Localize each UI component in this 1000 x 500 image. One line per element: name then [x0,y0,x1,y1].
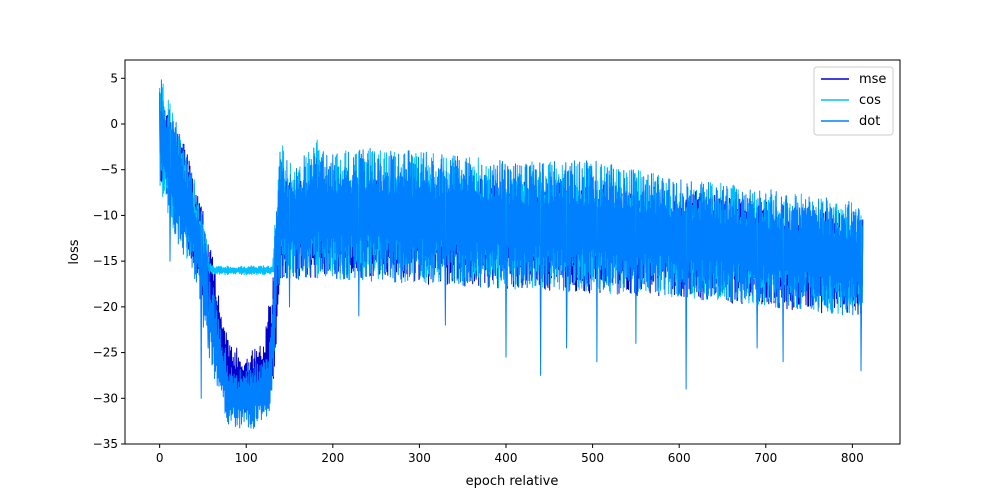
x-tick-label: 500 [581,451,604,465]
y-tick-label: −20 [93,300,118,314]
x-tick-label: 400 [495,451,518,465]
y-tick-label: −10 [93,208,118,222]
legend: mse cos dot [813,66,894,136]
x-axis-ticks: 0 100 200 300 400 500 600 700 800 [156,444,864,465]
x-tick-label: 700 [754,451,777,465]
x-tick-label: 600 [668,451,691,465]
series-line-dot [159,79,864,429]
y-tick-label: −5 [100,163,118,177]
y-tick-label: −15 [93,254,118,268]
y-tick-label: −35 [93,437,118,451]
legend-box [813,66,894,136]
legend-label-dot: dot [859,114,880,129]
x-tick-label: 100 [235,451,258,465]
x-tick-label: 300 [408,451,431,465]
plot-frame [124,59,901,445]
y-tick-label: 0 [110,117,118,131]
x-axis-label: epoch relative [466,474,559,489]
x-tick-label: 0 [156,451,164,465]
y-tick-label: 5 [110,71,118,85]
y-tick-label: −25 [93,346,118,360]
x-tick-label: 200 [321,451,344,465]
plot-series [159,79,864,429]
legend-label-mse: mse [859,72,886,87]
legend-label-cos: cos [859,93,881,108]
y-tick-label: −30 [93,391,118,405]
x-tick-label: 800 [841,451,864,465]
y-axis-ticks: 5 0 −5 −10 −15 −20 −25 −30 −35 [93,71,125,451]
y-axis-label: loss [67,239,82,264]
